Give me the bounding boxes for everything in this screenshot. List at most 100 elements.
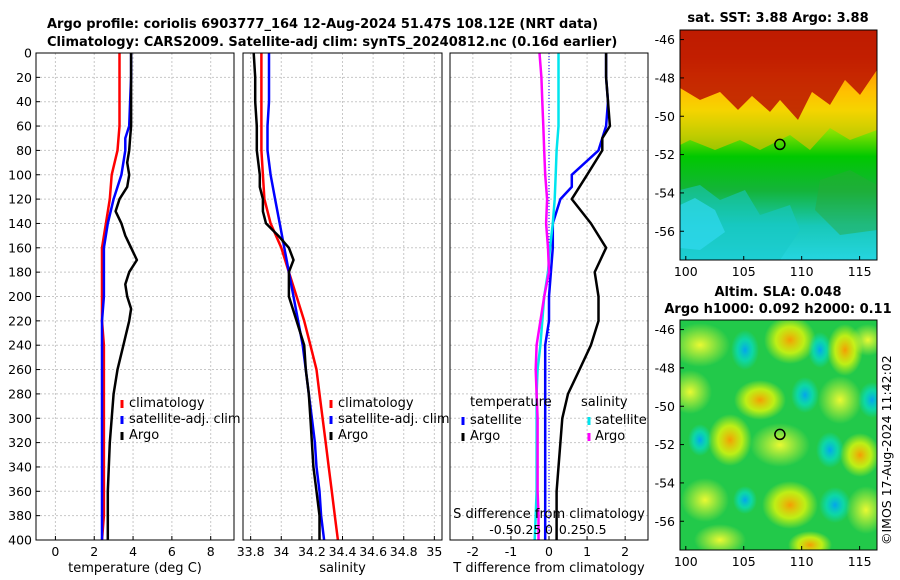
legend-heading-temperature: temperature [470, 395, 552, 410]
figure-title-line2: Climatology: CARS2009. Satellite-adj cli… [47, 35, 617, 50]
y-tick-label: 120 [8, 192, 32, 207]
map-x-tick-label: 100 [674, 554, 698, 569]
x-tick-label: -1 [505, 544, 517, 559]
y-tick-label: 300 [8, 411, 32, 426]
y-tick-label: 400 [8, 533, 32, 548]
sla-anomaly [788, 531, 832, 550]
map-x-tick-label: 110 [790, 554, 814, 569]
sla-anomaly [762, 481, 818, 529]
map-frame [679, 29, 878, 261]
x-tick-label: 0 [545, 544, 553, 559]
map-sla-subtitle: Argo h1000: 0.092 h2000: 0.11 [664, 302, 891, 317]
panel-salinity: 33.8 34 34.2 34.4 34.6 34.8 35 salinity climatol… [237, 52, 450, 576]
sla-anomaly [808, 332, 832, 368]
x-tick-label: 2 [621, 544, 629, 559]
y-tick-label: 20 [16, 70, 32, 85]
y-tick-label: 280 [8, 386, 32, 401]
series-line-climatology [100, 53, 121, 541]
map-frame [679, 319, 878, 551]
map-y-tick-label: -54 [655, 475, 675, 490]
series-line-argo [106, 53, 139, 540]
map-x-tick-label: 105 [732, 264, 756, 279]
map-y-tick-label: -46 [655, 32, 675, 47]
series-line-temperature-argo [555, 53, 612, 540]
y-tick-label: 0 [24, 46, 32, 61]
profile-panels: 0204060801001201401601802002202402602803… [8, 46, 649, 577]
y-tick-label: 180 [8, 265, 32, 280]
x-tick-label: 1 [583, 544, 591, 559]
s-tick-label: 0.5 [587, 522, 607, 537]
x-axis-label: salinity [319, 561, 366, 576]
legend-label: Argo [595, 429, 625, 444]
sst-green-patch [815, 170, 877, 235]
y-tick-label: 360 [8, 484, 32, 499]
map-image [680, 320, 877, 550]
legend-label: climatology [338, 396, 414, 411]
map-y-tick-label: -50 [655, 109, 675, 124]
map-y-tick-label: -52 [655, 437, 675, 452]
x-tick-label: 4 [129, 544, 137, 559]
x-axis-label: temperature (deg C) [68, 561, 202, 576]
legend-label: satellite [470, 413, 522, 428]
legend-heading-salinity: salinity [581, 395, 628, 410]
x-tick-label: 35 [426, 544, 442, 559]
x-tick-label: 34.6 [359, 544, 387, 559]
legend-label: satellite [595, 413, 647, 428]
y-tick-label: 340 [8, 459, 32, 474]
s-tick-label: -0.5 [489, 522, 513, 537]
sla-anomaly [688, 424, 712, 456]
y-tick-label: 220 [8, 313, 32, 328]
y-tick-label: 40 [16, 94, 32, 109]
legend-label: Argo [470, 429, 500, 444]
panel-difference: -2 -1 0 1 2 T difference from climatology temp… [449, 52, 649, 576]
sla-anomaly [846, 486, 877, 534]
x-axis-label-secondary: S difference from climatology [453, 507, 645, 522]
x-tick-label: -2 [467, 544, 479, 559]
series-line-satellite-adj-clim [266, 53, 326, 541]
x-axis-label: T difference from climatology [452, 561, 645, 576]
series-line-salinity-argo [534, 52, 551, 540]
panel-temperature: 0204060801001201401601802002202402602803… [8, 46, 240, 577]
imos-credit: ©IMOS 17-Aug-2024 11:42:02 [879, 355, 894, 545]
x-tick-label: 34.2 [298, 544, 326, 559]
legend-label: Argo [129, 428, 159, 443]
figure-title-line1: Argo profile: coriolis 6903777_164 12-Au… [47, 17, 598, 32]
series-line-argo [252, 52, 321, 540]
y-tick-label: 160 [8, 240, 32, 255]
sst-front-region [680, 70, 877, 150]
y-tick-label: 240 [8, 338, 32, 353]
s-tick-label: 0.25 [559, 522, 587, 537]
y-tick-label: 60 [16, 119, 32, 134]
sla-anomaly [818, 376, 862, 424]
map-image [680, 30, 877, 260]
map-y-tick-label: -56 [655, 224, 675, 239]
map-x-tick-label: 115 [848, 264, 872, 279]
x-tick-label: 0 [51, 544, 59, 559]
sla-anomaly [750, 423, 810, 467]
map-y-tick-label: -52 [655, 147, 675, 162]
map-x-tick-label: 105 [732, 554, 756, 569]
sla-anomaly [694, 524, 746, 550]
s-tick-label: -0.25 [509, 522, 541, 537]
x-tick-label: 34.4 [329, 544, 357, 559]
y-tick-label: 140 [8, 216, 32, 231]
map-y-tick-label: -54 [655, 185, 675, 200]
sla-anomaly [840, 433, 877, 477]
series-line-climatology [260, 53, 340, 541]
map-sla-title: Altim. SLA: 0.048 [715, 285, 842, 300]
map-x-tick-label: 115 [848, 554, 872, 569]
sla-anomaly [791, 377, 819, 413]
float-location-marker [774, 428, 786, 441]
map-y-tick-label: -56 [655, 514, 675, 529]
sla-anomaly [708, 414, 752, 466]
legend-label: Argo [338, 428, 368, 443]
y-tick-label: 320 [8, 435, 32, 450]
x-tick-label: 34.8 [390, 544, 418, 559]
sla-anomaly [816, 432, 844, 468]
sla-anomaly [681, 478, 729, 522]
sla-anomaly [764, 320, 816, 364]
sla-anomaly [680, 323, 730, 367]
sst-warm-region [680, 30, 877, 120]
